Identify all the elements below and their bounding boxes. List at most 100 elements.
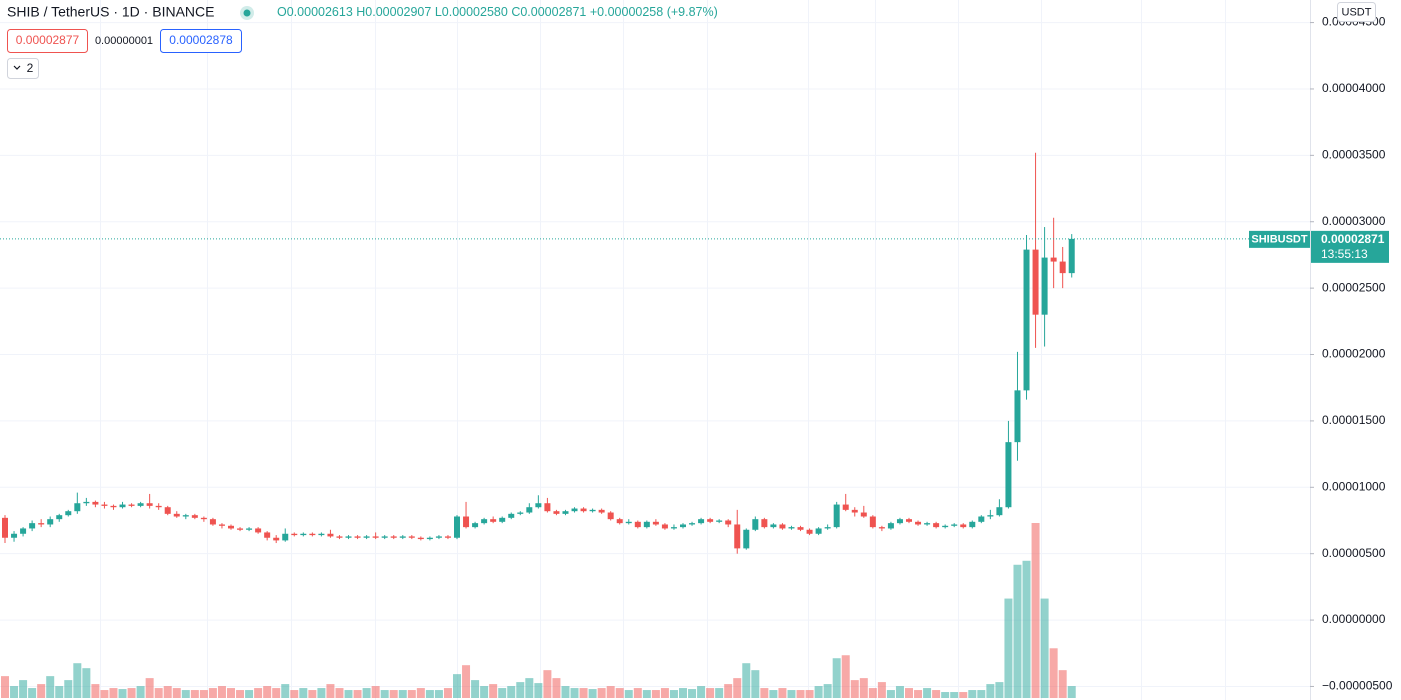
candle-body [363,536,370,538]
candle-body [553,511,560,514]
volume-bar [516,682,525,698]
volume-bar [64,680,73,698]
candle-body [155,505,162,508]
volume-bar [968,690,977,698]
candle-body [625,521,632,524]
volume-bar [1058,670,1067,698]
volume-bar [380,690,389,698]
candle-body [481,519,488,524]
candle-body [83,501,90,504]
volume-bar [308,690,317,698]
candle-body [544,503,551,512]
volume-bar [127,688,136,698]
candle-body [119,504,126,508]
volume-bar [227,688,235,698]
candle-body [2,517,8,538]
countdown: 13:55:13 [1321,247,1368,261]
volume-bar [434,690,443,698]
candle-body [74,503,81,512]
volume-bar [10,686,19,698]
indicators-toggle[interactable] [7,58,39,79]
volume-bar [109,688,118,698]
candle-body [218,524,225,526]
volume-bar [868,688,877,698]
candle-body [309,533,316,536]
indicators-count[interactable]: 2 [27,61,34,75]
candle-body [463,516,470,528]
volume-bar [651,690,660,698]
volume-bar [462,665,471,698]
volume-bar [1004,598,1013,698]
candle-body [264,532,271,538]
volume-bar [841,655,850,698]
chevron-icon[interactable] [13,65,21,70]
candle-body [47,519,54,525]
volume-bar [371,686,380,698]
candle-body [1059,261,1066,274]
candle-body [454,516,460,538]
volume-bar [208,688,217,698]
candle-body [137,503,144,506]
volume-bar [507,686,516,698]
volume-bar [950,692,959,698]
candle-body [472,523,479,528]
candle-body [327,533,334,537]
candle-body [336,536,343,538]
candle-body [20,528,27,534]
volume-bar [46,676,55,698]
volume-bar [1,676,9,698]
candle-body [942,525,949,528]
candle-body [743,529,750,549]
candle-body [209,519,216,525]
volume-bar [172,688,181,698]
candle-body [1023,249,1030,391]
sell-button[interactable] [7,29,88,53]
volume-bar [91,684,100,698]
volume-bar [923,688,932,698]
volume-bar [570,688,579,698]
y-tick-label: 0.00003500 [1322,148,1386,162]
volume-bar [73,663,82,698]
candle-body [680,524,686,528]
volume-bar [796,690,805,698]
volume-bar [217,686,226,698]
volume-bar [344,690,353,698]
buy-price[interactable]: 0.00002878 [169,33,233,47]
candle-body [372,536,379,538]
volume-bar [163,686,172,698]
volume-bar [145,678,154,698]
candle-body [408,536,415,538]
candle-body [318,533,325,536]
candle-body [779,524,786,529]
candle-body [535,503,542,508]
candle-body [110,505,117,508]
candle-body [571,508,578,512]
candle-body [237,528,244,530]
price-axis: 0.000045000.000040000.000035000.00003000… [1310,15,1393,693]
last-price-bg [1311,230,1389,263]
volume-bar [353,690,362,698]
volume-bar [886,690,895,698]
volume-bar [724,684,733,698]
volume-bar [136,686,145,698]
candle-body [38,523,45,525]
candle-body [435,536,442,538]
candle-body [933,523,940,528]
candle-body [399,536,406,538]
candle-body [924,523,931,525]
buy-button[interactable] [160,29,242,53]
volume-bar [633,688,642,698]
candle-body [390,536,397,538]
candle-body [246,528,253,530]
candle-body [643,521,650,528]
volume-bar [624,690,633,698]
volume-bar [977,690,986,698]
volume-bar [787,690,796,698]
sell-price[interactable]: 0.00002877 [16,33,80,47]
candle-body [1005,442,1012,508]
candle-body [788,527,795,529]
close-label: C [511,5,520,19]
candle-body [562,511,569,514]
volume-bar [245,690,254,698]
